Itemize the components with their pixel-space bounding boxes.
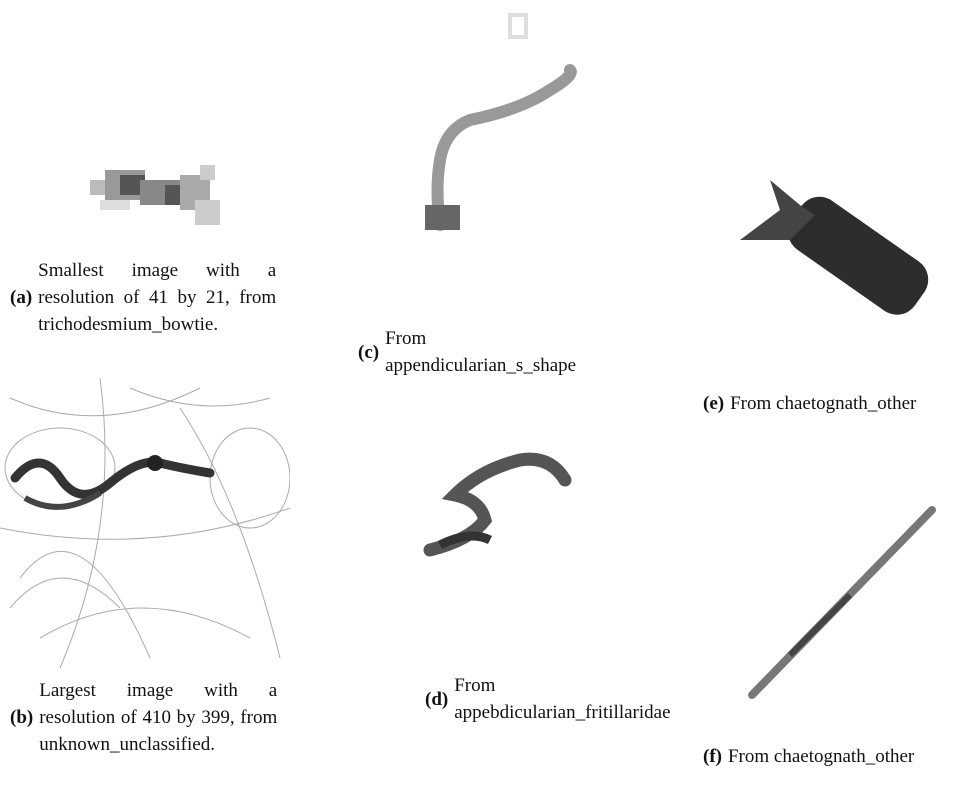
caption-text: From chaetognath_other: [728, 743, 938, 770]
caption-e: (e) From chaetognath_other: [703, 390, 940, 417]
caption-label: (e): [703, 390, 724, 417]
caption-f: (f) From chaetognath_other: [703, 743, 938, 770]
image-e: [730, 170, 945, 330]
caption-label: (c): [358, 339, 379, 366]
caption-a: (a) Smallest image with a resolution of …: [10, 257, 276, 338]
image-b: [0, 378, 290, 670]
image-f: [740, 500, 940, 710]
caption-label: (b): [10, 704, 33, 731]
caption-text: Smallest image with a resolution of 41 b…: [38, 257, 276, 338]
figure: (a) Smallest image with a resolution of …: [0, 0, 954, 807]
caption-text: From appendicularian_s_shape: [385, 325, 595, 379]
caption-d: (d) From appebdicularian_fritillaridae: [425, 672, 634, 726]
caption-text: From chaetognath_other: [730, 390, 940, 417]
caption-label: (f): [703, 743, 722, 770]
image-d: [410, 450, 580, 570]
caption-text: Largest image with a resolution of 410 b…: [39, 677, 277, 758]
image-a: [80, 150, 240, 240]
caption-b: (b) Largest image with a resolution of 4…: [10, 677, 277, 758]
caption-text: From appebdicularian_fritillaridae: [454, 672, 634, 726]
caption-label: (a): [10, 284, 32, 311]
image-c: [340, 10, 590, 240]
caption-c: (c) From appendicularian_s_shape: [358, 325, 595, 379]
caption-label: (d): [425, 686, 448, 713]
